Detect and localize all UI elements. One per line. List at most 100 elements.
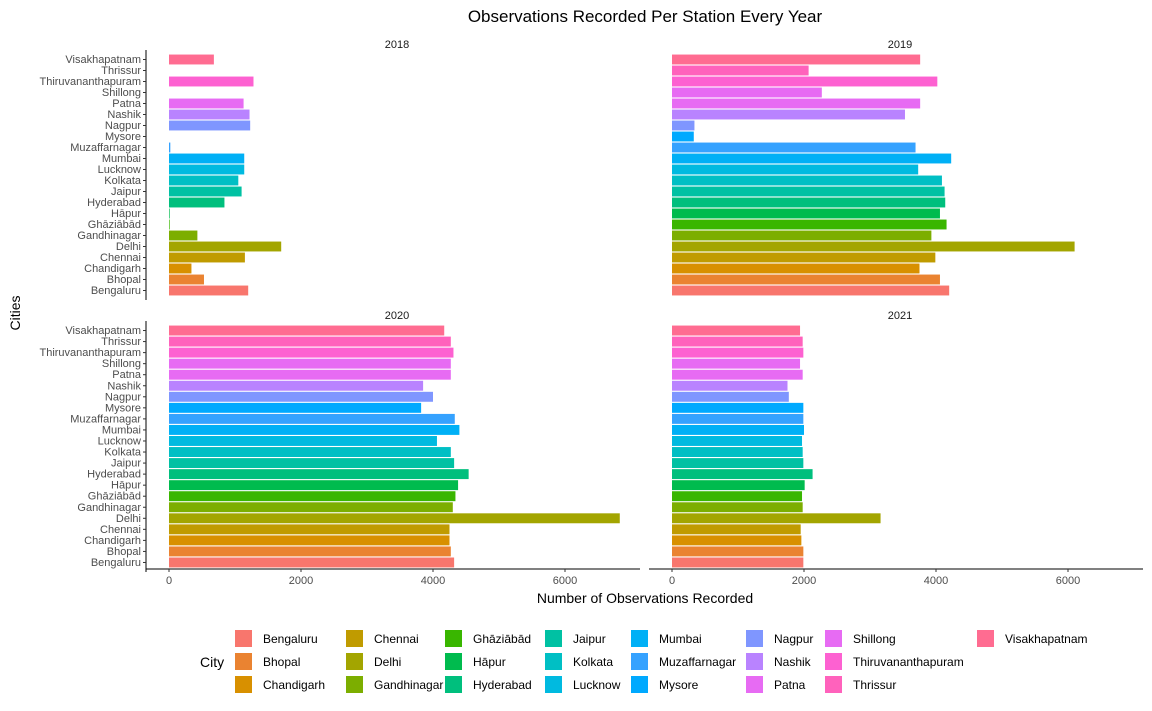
bar-gandhinagar <box>672 230 932 241</box>
bar-shillong <box>672 87 822 98</box>
bar-nashik <box>672 109 905 120</box>
y-tick-label: Delhi <box>116 241 141 253</box>
y-tick-label: Jaipur <box>111 458 141 470</box>
bar-gandhinagar <box>169 230 198 241</box>
bar-chennai <box>672 252 936 263</box>
bar-mysore <box>169 402 422 413</box>
panel-2018: 2018 BengaluruBhopalChandigarhChennaiDelh… <box>39 39 409 300</box>
panel-strip-label: 2021 <box>888 310 912 322</box>
y-tick-label: Gandhinagar <box>77 230 141 242</box>
legend-label: Mysore <box>659 678 699 692</box>
legend-label: Thrissur <box>853 678 896 692</box>
bar-hyderabad <box>169 469 469 480</box>
legend: City Bengaluru Bhopal Chandigarh Chennai Delh… <box>200 630 1088 693</box>
y-tick-label: Shillong <box>102 87 141 99</box>
legend-item-ghāziābād: Ghāziābād <box>445 630 531 647</box>
legend-item-muzaffarnagar: Muzaffarnagar <box>631 653 736 670</box>
bar-patna <box>672 369 803 380</box>
bar-hyderabad <box>169 197 225 208</box>
bar-chandigarh <box>672 535 802 546</box>
bar-mumbai <box>672 153 952 164</box>
y-tick-label: Lucknow <box>98 164 141 176</box>
bar-thiruvananthapuram <box>672 76 938 87</box>
bar-thiruvananthapuram <box>169 76 254 87</box>
y-tick-label: Patna <box>112 98 142 110</box>
bar-chennai <box>672 524 801 535</box>
legend-item-mysore: Mysore <box>631 676 699 693</box>
legend-swatch <box>346 630 363 647</box>
legend-swatch <box>346 676 363 693</box>
y-tick-label: Bhopal <box>107 546 141 558</box>
legend-label: Thiruvananthapuram <box>853 655 964 669</box>
legend-label: Muzaffarnagar <box>659 655 736 669</box>
bar-delhi <box>169 513 620 524</box>
legend-item-lucknow: Lucknow <box>545 676 621 693</box>
y-tick-label: Bhopal <box>107 274 141 286</box>
bar-muzaffarnagar <box>169 413 455 424</box>
legend-item-kolkata: Kolkata <box>545 653 613 670</box>
bar-mysore <box>672 402 804 413</box>
y-tick-label: Visakhapatnam <box>65 54 141 66</box>
legend-title: City <box>200 654 224 670</box>
bar-patna <box>169 369 451 380</box>
legend-swatch <box>746 676 763 693</box>
y-tick-label: Kolkata <box>104 175 142 187</box>
bar-nashik <box>169 380 424 391</box>
bar-ghāziābād <box>169 219 170 230</box>
panel-2020: 2020 BengaluruBhopalChandigarhChennaiDelh… <box>39 310 640 587</box>
y-tick-label: Bengaluru <box>91 557 141 569</box>
legend-label: Mumbai <box>659 632 702 646</box>
legend-swatch <box>235 630 252 647</box>
legend-label: Nashik <box>774 655 812 669</box>
bar-thrissur <box>672 336 803 347</box>
bar-delhi <box>672 241 1075 252</box>
legend-item-nagpur: Nagpur <box>746 630 813 647</box>
bar-delhi <box>672 513 881 524</box>
bar-lucknow <box>169 436 437 446</box>
legend-item-gandhinagar: Gandhinagar <box>346 676 443 693</box>
bar-jaipur <box>672 186 945 197</box>
x-axis-title: Number of Observations Recorded <box>537 590 753 606</box>
legend-swatch <box>746 630 763 647</box>
bar-hāpur <box>169 208 170 219</box>
bar-thiruvananthapuram <box>169 347 454 358</box>
bar-thrissur <box>169 336 451 347</box>
bar-gandhinagar <box>169 502 453 513</box>
bar-mumbai <box>169 424 460 435</box>
panel-strip-label: 2020 <box>385 310 409 322</box>
legend-swatch <box>235 653 252 670</box>
y-tick-label: Thiruvananthapuram <box>39 347 141 359</box>
chart-title: Observations Recorded Per Station Every … <box>468 7 823 26</box>
y-tick-label: Hāpur <box>111 208 141 220</box>
bar-visakhapatnam <box>169 54 214 65</box>
legend-swatch <box>631 630 648 647</box>
legend-label: Ghāziābād <box>473 632 531 646</box>
bar-nagpur <box>672 120 695 131</box>
bar-lucknow <box>169 164 245 175</box>
panel-2021: 2021 0 2000 4000 6000 <box>649 310 1143 587</box>
legend-item-mumbai: Mumbai <box>631 630 702 647</box>
y-tick-label: Ghāziābād <box>88 219 141 231</box>
x-tick-label: 4000 <box>421 575 445 587</box>
y-tick-label: Patna <box>112 369 142 381</box>
bar-muzaffarnagar <box>169 142 171 153</box>
y-tick-label: Hyderabad <box>87 469 141 481</box>
y-tick-label: Kolkata <box>104 447 142 459</box>
bar-bhopal <box>672 274 940 285</box>
legend-label: Jaipur <box>573 632 606 646</box>
bar-nagpur <box>169 391 433 402</box>
x-tick-label: 4000 <box>924 575 948 587</box>
bar-bengaluru <box>672 285 950 296</box>
legend-swatch <box>346 653 363 670</box>
bar-nagpur <box>169 120 251 131</box>
bar-hyderabad <box>672 469 813 480</box>
bar-gandhinagar <box>672 502 803 513</box>
bar-nashik <box>169 109 250 120</box>
y-tick-label: Nagpur <box>105 120 141 132</box>
bar-chandigarh <box>169 535 450 546</box>
y-tick-label: Hyderabad <box>87 197 141 209</box>
legend-item-jaipur: Jaipur <box>545 630 606 647</box>
legend-item-chennai: Chennai <box>346 630 419 647</box>
x-tick-label: 2000 <box>792 575 816 587</box>
